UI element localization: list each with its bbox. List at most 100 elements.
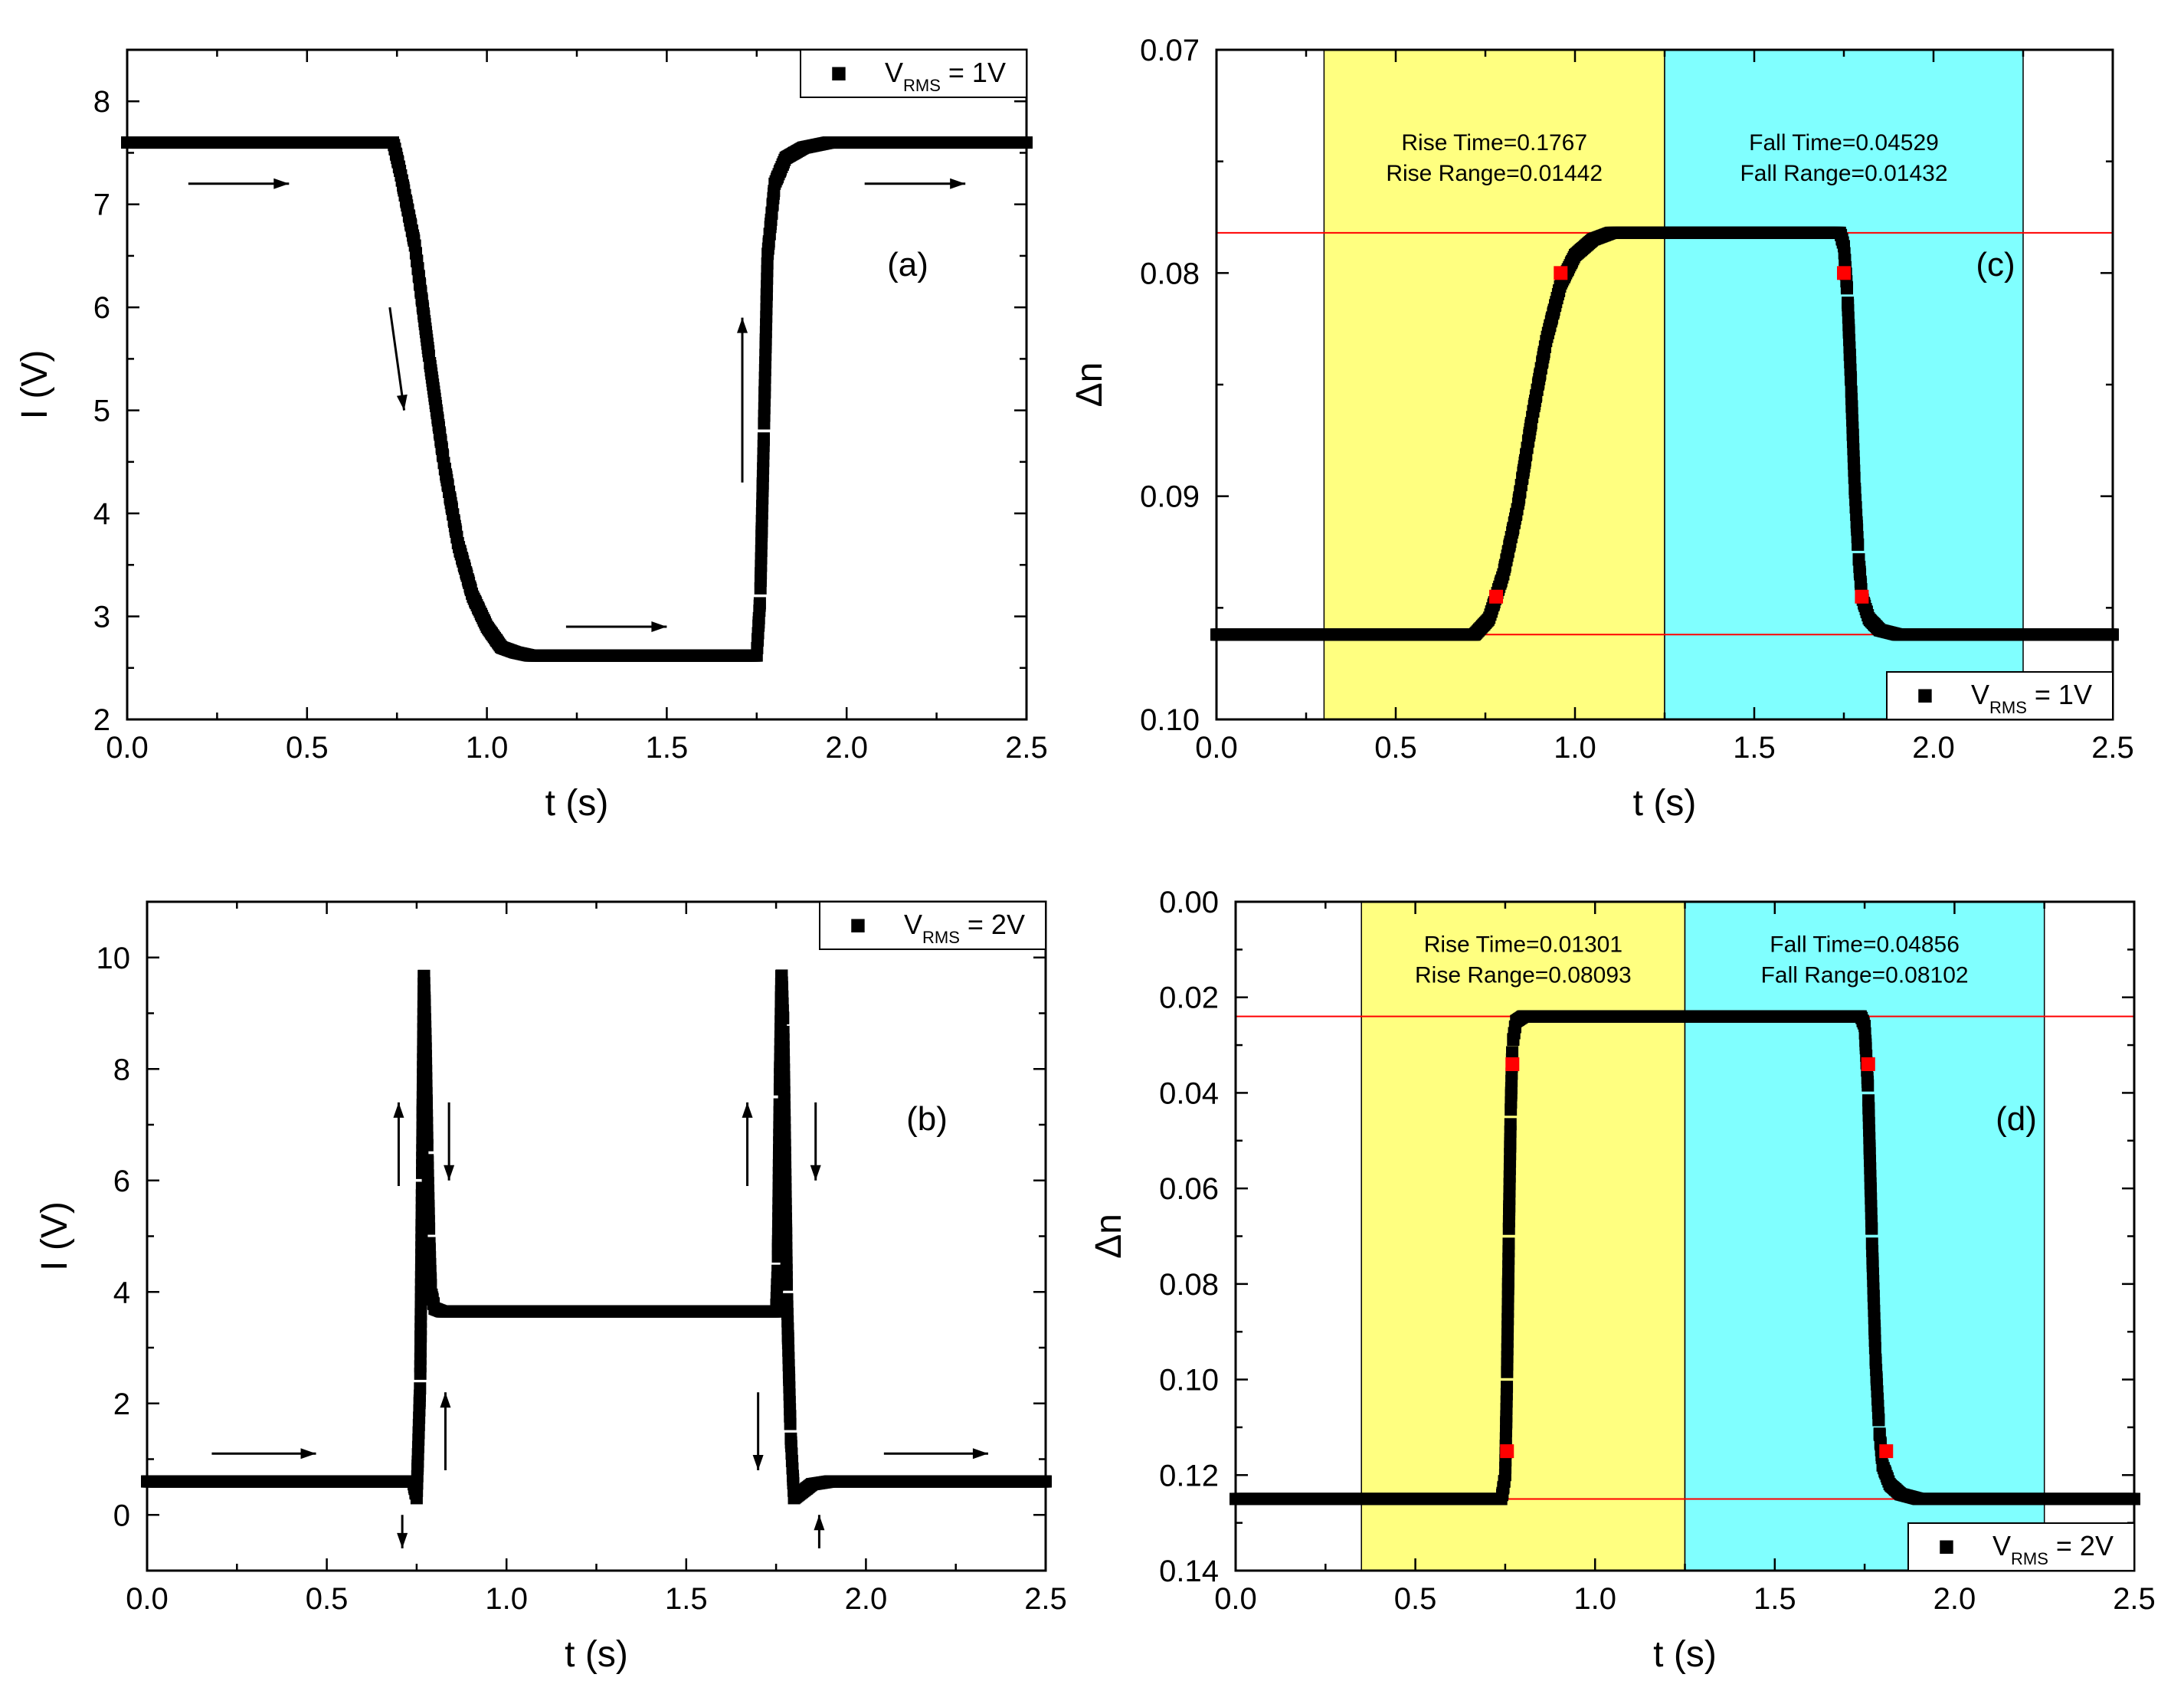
data-point (1868, 1342, 1881, 1355)
data-point (776, 158, 789, 171)
legend-suffix: = 2V (2048, 1530, 2114, 1561)
highlight-point-3 (1855, 589, 1869, 604)
x-tick-label: 0.5 (1374, 731, 1417, 765)
x-tick-label: 0.0 (1214, 1582, 1257, 1616)
data-point (1835, 233, 1848, 246)
x-tick-label: 2.0 (1934, 1582, 1976, 1616)
legend-label: VRMS = 2V (904, 909, 1025, 947)
arrow-9 (883, 1448, 988, 1460)
arrow-2 (565, 621, 667, 632)
arrow-0 (188, 178, 290, 189)
panel-label: (c) (1976, 246, 2015, 283)
y-tick-label: 0.04 (1159, 1076, 1219, 1110)
y-tick-label: 4 (113, 1276, 130, 1309)
legend-box (819, 901, 1046, 950)
x-tick-label: 1.5 (646, 731, 689, 765)
highlight-point-2 (1837, 266, 1851, 280)
arrow-4 (864, 178, 966, 189)
arrow-7 (752, 1392, 764, 1471)
x-tick-label: 2.0 (825, 731, 868, 765)
x-tick-label: 0.0 (1195, 731, 1238, 765)
y-tick-label: 0.00 (1159, 886, 1219, 919)
legend-box (800, 49, 1027, 98)
legend-label: VRMS = 1V (885, 57, 1006, 95)
y-tick-label: 0.02 (1159, 981, 1219, 1015)
data-point (414, 1382, 427, 1395)
x-tick-label: 2.5 (1005, 731, 1048, 765)
arrow-0 (211, 1448, 316, 1460)
arrow-head (300, 1448, 316, 1460)
data-point (781, 1278, 794, 1291)
data-point (778, 1139, 791, 1152)
data-point (1844, 371, 1857, 384)
x-axis-title: t (s) (545, 783, 609, 824)
data-point (424, 1279, 437, 1292)
arrow-1 (397, 1515, 408, 1548)
arrow-1 (388, 306, 408, 411)
arrow-head (810, 1165, 821, 1181)
x-tick-label: 1.0 (1573, 1582, 1616, 1616)
legend-subscript: RMS (2011, 1549, 2048, 1568)
arrow-head (950, 178, 966, 189)
legend-prefix: V (1971, 679, 1989, 710)
arrow-head (273, 178, 290, 189)
data-point (768, 185, 781, 198)
panel-label: (d) (1996, 1100, 2037, 1138)
y-tick-label: 4 (93, 497, 110, 531)
data-point (1848, 471, 1861, 484)
y-tick-label: 6 (93, 291, 110, 325)
legend: ■ VRMS = 2V (819, 901, 1046, 950)
arrow-head (742, 1102, 753, 1118)
legend-marker: ■ (850, 909, 866, 940)
shaded-region-1 (1664, 49, 2024, 720)
y-tick-label: 6 (113, 1165, 130, 1198)
y-tick-label: 2 (113, 1388, 130, 1421)
arrow-head (651, 621, 667, 632)
data-point (777, 1011, 790, 1024)
x-axis-title: t (s) (1633, 783, 1697, 824)
data-point (1872, 1414, 1885, 1427)
arrow-4 (440, 1392, 451, 1471)
legend-prefix: V (885, 57, 903, 88)
legend-marker: ■ (1938, 1530, 1955, 1561)
x-tick-label: 2.5 (1024, 1582, 1067, 1616)
data-point (1868, 618, 1881, 631)
series-0 (1210, 226, 2119, 641)
data-point (1504, 1118, 1517, 1131)
arrow-3 (737, 317, 748, 483)
y-tick-label: 2 (93, 703, 110, 737)
x-tick-label: 1.5 (1753, 1582, 1796, 1616)
legend-subscript: RMS (903, 76, 941, 95)
data-point (1841, 282, 1854, 295)
y-tick-label: 0.06 (1159, 1172, 1219, 1206)
arrow-head (752, 1455, 764, 1471)
data-point (407, 232, 420, 245)
data-point (788, 146, 801, 159)
data-point (1888, 1483, 1901, 1496)
annotation-text: Fall Range=0.01432 (1740, 161, 1947, 186)
x-tick-label: 0.5 (306, 1582, 349, 1616)
y-tick-label: 0.09 (1140, 480, 1200, 514)
legend-suffix: = 1V (2027, 679, 2092, 710)
data-point (422, 345, 435, 358)
highlight-point-1 (1505, 1057, 1520, 1072)
y-tick-label: 0.08 (1159, 1268, 1219, 1302)
y-tick-label: 0.14 (1159, 1555, 1219, 1588)
legend: ■ VRMS = 1V (1886, 671, 2114, 720)
data-point (427, 1296, 440, 1309)
data-point (436, 448, 449, 461)
x-tick-label: 2.0 (845, 1582, 888, 1616)
series-0 (141, 969, 1052, 1505)
x-tick-label: 1.0 (466, 731, 509, 765)
annotation-text: Rise Range=0.01442 (1386, 161, 1603, 186)
arrow-head (737, 317, 748, 333)
x-tick-label: 0.5 (1394, 1582, 1437, 1616)
data-point (1856, 1014, 1869, 1027)
y-tick-label: 0.12 (1159, 1459, 1219, 1492)
y-tick-label: 0 (113, 1499, 130, 1532)
series-0 (121, 136, 1033, 662)
data-point (1881, 1472, 1894, 1485)
arrow-head (397, 1532, 408, 1548)
highlight-point-1 (1554, 266, 1568, 280)
data-point (1501, 1381, 1514, 1394)
